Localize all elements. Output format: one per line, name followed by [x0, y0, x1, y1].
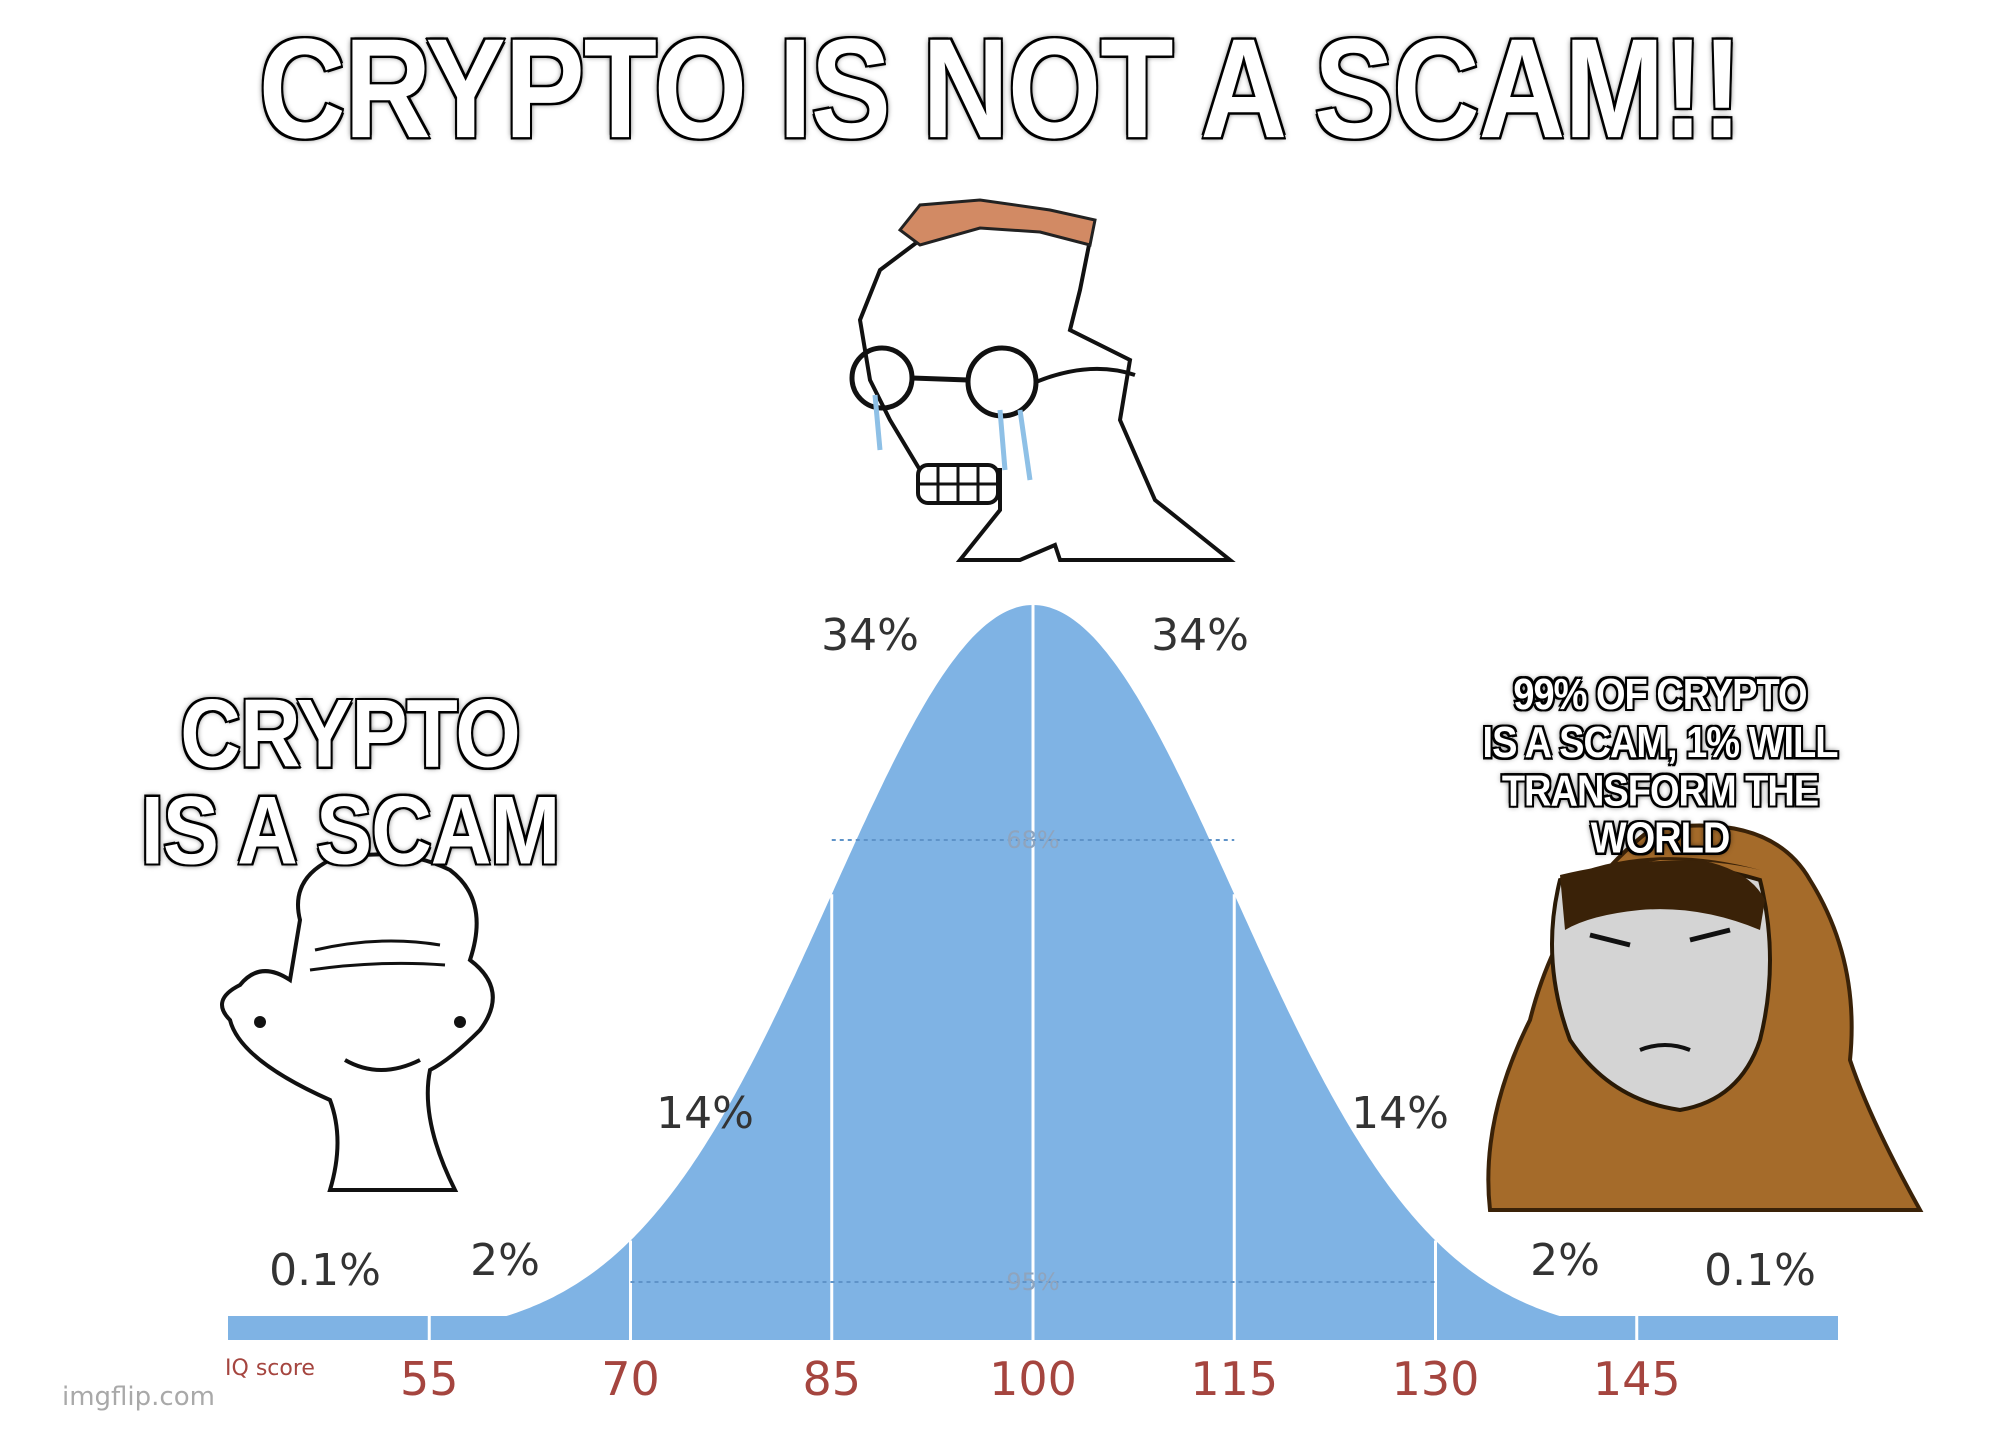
left-caption: CRYPTO IS A SCAM: [120, 679, 580, 884]
right-caption-line-3: TRANSFORM THE WORLD: [1501, 766, 1820, 864]
top-caption: CRYPTO IS NOT A SCAM!!: [257, 9, 1743, 168]
right-caption-line-1: 99% OF CRYPTO: [1512, 670, 1808, 720]
segment-percent-label: 0.1%: [1704, 1245, 1816, 1296]
smiling-simple-face-icon: [220, 852, 495, 1192]
imgflip-watermark: imgflip.com: [62, 1382, 215, 1412]
x-tick-label: 55: [400, 1352, 459, 1406]
hooded-face-icon: [1486, 823, 1924, 1212]
segment-percent-label: 2%: [470, 1235, 540, 1286]
x-axis-label: IQ score: [225, 1356, 315, 1381]
x-tick-label: 85: [802, 1352, 861, 1406]
chart-plot: 55 70 85 100 115 130 145 IQ score 68% 95% 0.1% 2% 14…: [225, 605, 1838, 1406]
segment-percent-label: 34%: [821, 610, 919, 661]
segment-percent-label: 14%: [1351, 1088, 1449, 1139]
left-caption-line-2: IS A SCAM: [139, 775, 562, 884]
segment-percent-label: 14%: [656, 1088, 754, 1139]
crying-glasses-face-icon: [849, 198, 1236, 562]
x-tick-label: 115: [1190, 1352, 1278, 1406]
span-label: 95%: [1006, 1268, 1059, 1296]
right-caption: 99% OF CRYPTO IS A SCAM, 1% WILL TRANSFO…: [1450, 670, 1870, 864]
segment-percent-label: 34%: [1151, 610, 1249, 661]
left-caption-line-1: CRYPTO: [179, 679, 522, 788]
right-caption-line-2: IS A SCAM, 1% WILL: [1482, 718, 1840, 768]
span-label: 68%: [1006, 826, 1059, 854]
segment-percent-label: 2%: [1530, 1235, 1600, 1286]
x-tick-label: 145: [1593, 1352, 1681, 1406]
x-tick-label: 100: [989, 1352, 1077, 1406]
x-tick-label: 70: [601, 1352, 660, 1406]
segment-percent-label: 0.1%: [269, 1245, 381, 1296]
x-tick-label: 130: [1392, 1352, 1480, 1406]
